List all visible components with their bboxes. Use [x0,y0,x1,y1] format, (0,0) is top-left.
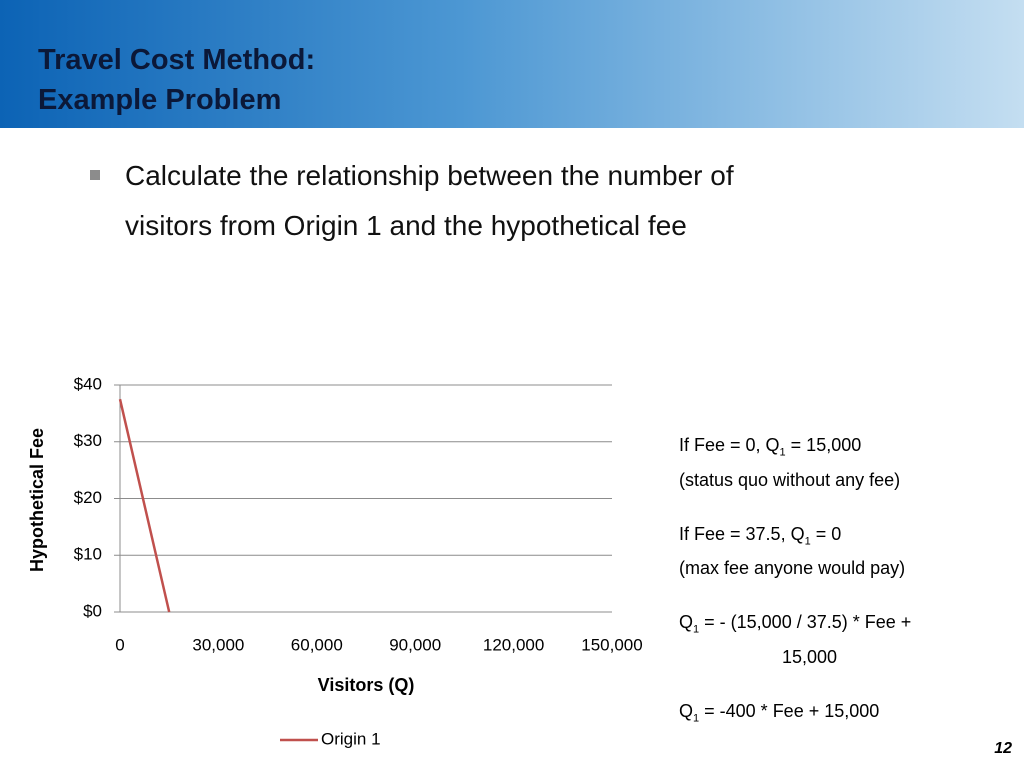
x-axis-title: Visitors (Q) [318,675,415,695]
y-tick-label: $40 [74,374,102,393]
t: = - (15,000 / 37.5) * Fee + [699,612,912,633]
note-line: Q1 = -400 * Fee + 15,000 [679,698,911,733]
note-group: Q1 = -400 * Fee + 15,000 [679,698,911,733]
bullet-text: Calculate the relationship between the n… [125,160,734,191]
sub: 1 [779,446,786,459]
page-number: 12 [994,740,1012,757]
note-group: If Fee = 0, Q1 = 15,000 (status quo with… [679,432,911,494]
header: Travel Cost Method: Example Problem [0,0,1024,128]
sub: 1 [693,623,700,636]
note-line: 15,000 [782,646,838,667]
bullet-icon [90,170,100,180]
x-tick-label: 150,000 [581,635,642,654]
t: = -400 * Fee + 15,000 [699,700,880,721]
t: = 0 [810,523,842,544]
bullet-text: visitors from Origin 1 and the hypotheti… [125,210,687,241]
y-tick-label: $10 [74,545,102,564]
x-tick-label: 120,000 [483,635,544,654]
t: Q [679,612,694,633]
sub: 1 [804,535,811,548]
note-line: If Fee = 37.5, Q1 = 0 [679,521,911,556]
note-group: Q1 = - (15,000 / 37.5) * Fee + 15,000 [679,609,911,671]
note-line: (status quo without any fee) [679,469,901,490]
sub: 1 [693,712,700,725]
notes: If Fee = 0, Q1 = 15,000 (status quo with… [679,432,911,759]
series-line [118,398,171,613]
y-axis-title: Hypothetical Fee [27,428,47,572]
title: Travel Cost Method: [38,44,316,76]
note-line: Q1 = - (15,000 / 37.5) * Fee + [679,609,911,644]
note-group: If Fee = 37.5, Q1 = 0 (max fee anyone wo… [679,521,911,583]
t: If Fee = 0, Q [679,435,780,455]
y-tick-label: $30 [74,431,102,450]
x-tick-label: 90,000 [389,635,441,654]
title: Example Problem [38,84,282,116]
t: If Fee = 37.5, Q [679,523,805,544]
note-line: (max fee anyone would pay) [679,558,906,579]
legend-label: Origin 1 [321,729,381,748]
x-tick-label: 60,000 [291,635,343,654]
t: Q [679,700,694,721]
note-line: If Fee = 0, Q1 = 15,000 [679,432,911,467]
x-tick-label: 0 [115,635,124,654]
y-tick-label: $0 [83,601,102,620]
x-tick-label: 30,000 [192,635,244,654]
y-tick-label: $20 [74,488,102,507]
t: = 15,000 [785,435,862,455]
